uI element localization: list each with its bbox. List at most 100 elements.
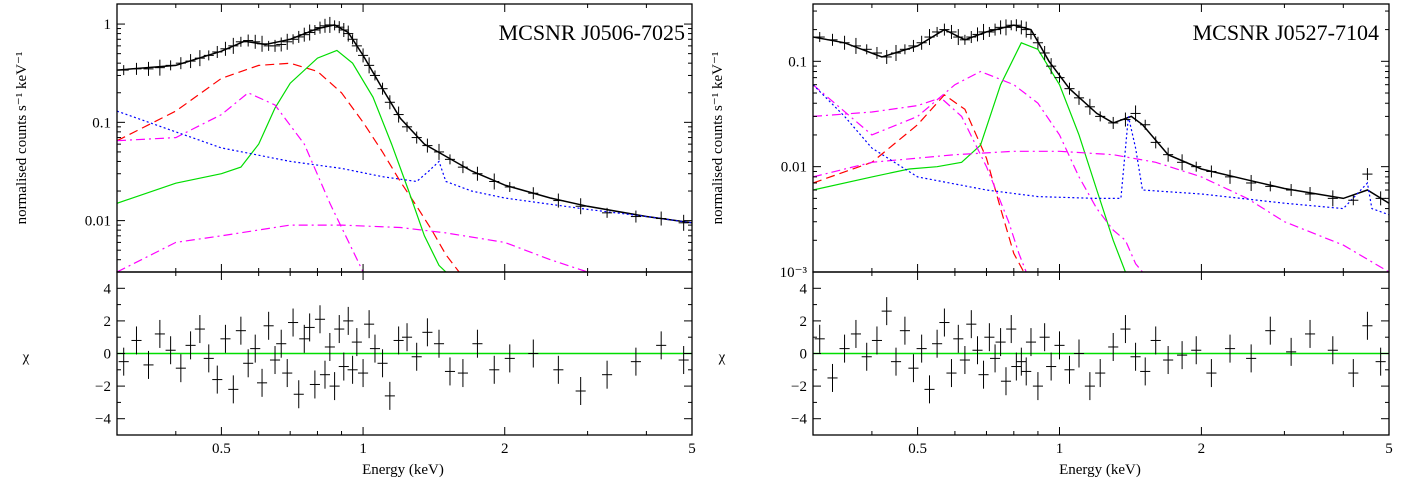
resid-tick-label: 0	[104, 347, 112, 363]
model-components	[117, 24, 692, 272]
data-point	[143, 61, 154, 76]
ylabel-main: normalised counts s⁻¹ keV⁻¹	[710, 52, 726, 225]
data-point	[1140, 119, 1151, 130]
data-point	[1265, 181, 1276, 192]
residual-point	[393, 326, 404, 355]
residual-point	[890, 347, 902, 376]
residual-point	[602, 360, 613, 389]
x-tick-label: 2	[1198, 441, 1206, 457]
residual-point	[678, 346, 689, 375]
data-point	[393, 106, 404, 123]
data-point	[1327, 190, 1338, 207]
residual-point	[358, 359, 369, 388]
x-tick-label: 0.5	[908, 441, 927, 457]
residual-point	[1140, 357, 1151, 386]
data-point	[827, 33, 838, 46]
data-point	[1224, 169, 1236, 184]
data-point	[489, 173, 500, 190]
data-point	[269, 39, 281, 52]
residual-point	[1191, 336, 1202, 365]
residual-point	[932, 329, 943, 358]
data-point	[1246, 174, 1257, 191]
residual-point	[939, 308, 950, 337]
data-point	[1286, 184, 1297, 197]
model-components	[813, 24, 1389, 272]
residual-point	[990, 344, 1001, 373]
data-point	[282, 33, 293, 50]
residual-point	[656, 331, 667, 360]
residual-point	[269, 346, 281, 375]
y-tick-label: 0.1	[92, 115, 111, 131]
data-point	[276, 37, 287, 52]
data-point	[338, 23, 349, 38]
data-point	[839, 35, 850, 50]
data-point	[881, 49, 892, 64]
residual-point	[433, 329, 445, 358]
residual-point	[1011, 352, 1022, 381]
residual-point	[504, 344, 515, 373]
residual-point	[953, 324, 964, 353]
data-point	[314, 21, 326, 34]
x-tick-label: 0.5	[212, 441, 231, 457]
data-point	[1064, 82, 1075, 95]
residual-point	[1150, 326, 1161, 355]
residual-point	[165, 336, 176, 365]
residual-point	[1327, 336, 1338, 365]
residual-point	[377, 349, 388, 378]
residual-point	[1039, 323, 1050, 352]
residual-point	[338, 352, 349, 381]
data-point	[932, 26, 943, 37]
data-point	[953, 29, 964, 46]
data-point	[377, 82, 388, 95]
residual-point	[143, 350, 154, 379]
residual-point	[995, 328, 1006, 357]
residual-point	[457, 359, 468, 388]
residual-point	[1073, 339, 1085, 368]
data-point	[329, 20, 340, 31]
residual-point	[1224, 334, 1236, 363]
data-point	[1095, 111, 1106, 122]
data-point	[288, 34, 299, 45]
residual-point	[966, 310, 977, 339]
residual-point	[369, 334, 381, 363]
x-tick-label: 1	[1056, 441, 1064, 457]
residual-point	[118, 347, 129, 376]
data-point	[1016, 20, 1027, 35]
residual-point	[203, 344, 214, 373]
residual-point	[908, 354, 919, 383]
data-point	[1348, 195, 1359, 206]
data-point	[212, 45, 223, 58]
residual-point	[334, 315, 345, 344]
data-point	[250, 34, 261, 49]
data-points	[814, 19, 1386, 207]
residual-point	[235, 316, 246, 345]
data-point	[1046, 58, 1057, 75]
x-tick-label: 5	[1385, 441, 1393, 457]
data-point	[1054, 72, 1065, 83]
residual-point	[1206, 359, 1217, 388]
residual-point	[351, 328, 362, 357]
y-tick-label: 0.01	[781, 160, 807, 176]
residual-point	[899, 316, 910, 345]
residual-point	[1246, 344, 1257, 373]
resid-tick-label: −2	[791, 379, 807, 395]
residual-point	[444, 357, 456, 386]
data-point	[194, 50, 205, 67]
residual-point	[154, 319, 165, 348]
ticks	[812, 4, 1390, 435]
data-point	[1150, 136, 1161, 149]
resid-tick-label: −4	[95, 412, 111, 428]
data-point	[351, 39, 362, 52]
data-point	[472, 166, 483, 181]
data-point	[1108, 116, 1119, 129]
residual-point	[1163, 346, 1174, 375]
residual-point	[212, 365, 223, 394]
data-point	[165, 60, 176, 71]
data-point	[504, 181, 515, 192]
data-point	[966, 31, 977, 44]
model-line-5	[117, 110, 692, 224]
residual-point	[1006, 315, 1017, 344]
data-point	[1032, 36, 1043, 49]
data-point	[1073, 90, 1085, 105]
